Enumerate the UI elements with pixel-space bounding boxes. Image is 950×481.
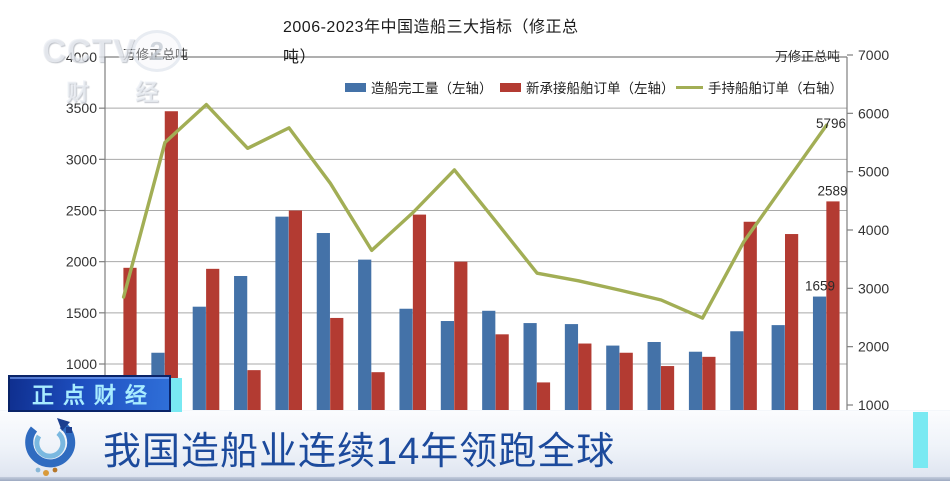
bar-new-orders-2007: [164, 111, 178, 411]
legend-item-orderbook: 手持船舶订单（右轴）: [676, 77, 843, 97]
left-axis-tick-label: 2000: [66, 254, 97, 270]
banner-cyan-block-right: [913, 412, 928, 468]
bar-new-orders-2010: [288, 210, 302, 411]
bar-completions-2016: [523, 323, 537, 411]
right-axis-tick-label: 7000: [858, 47, 889, 63]
bar-new-orders-2016: [536, 382, 551, 411]
right-axis-tick-label: 5000: [858, 164, 889, 180]
bar-completions-2008: [192, 306, 206, 411]
legend-item-new-orders: 新承接船舶订单（左轴）: [500, 77, 675, 97]
bar-new-orders-2008: [206, 268, 220, 411]
bar-new-orders-2015: [495, 334, 509, 411]
legend-item-completions: 造船完工量（左轴）: [345, 77, 493, 97]
bar-completions-2010: [275, 216, 289, 411]
right-axis-tick-label: 6000: [858, 105, 889, 121]
right-axis-unit-label: 万修正总吨: [775, 49, 841, 64]
left-axis-tick-label: 3000: [66, 151, 97, 167]
right-axis-tick-label: 2000: [858, 339, 889, 355]
legend-label-orderbook: 手持船舶订单（右轴）: [708, 81, 843, 96]
chart-title: 2006-2023年中国造船三大指标（修正总 吨）: [283, 13, 663, 73]
left-axis-unit-label: 万修正总吨: [123, 47, 189, 62]
bar-new-orders-2018: [619, 352, 633, 411]
bar-completions-2018: [606, 345, 620, 411]
bar-completions-2021: [730, 331, 744, 411]
data-label-1659: 1659: [805, 279, 835, 294]
bar-new-orders-2022: [785, 234, 799, 411]
bar-completions-2012: [358, 259, 372, 411]
badge-cyan-accent: [171, 378, 182, 412]
program-badge: 正点财经: [8, 375, 171, 412]
bar-new-orders-2013: [412, 214, 427, 411]
headline-text: 我国造船业连续14年领跑全球: [103, 431, 616, 473]
ticker-swirl-logo-icon: [25, 418, 76, 476]
bar-completions-2011: [316, 233, 330, 411]
left-axis-tick-label: 1500: [66, 305, 97, 321]
legend-swatch-completions: [345, 82, 366, 92]
chart-legend: 造船完工量（左轴） 新承接船舶订单（左轴） 手持船舶订单（右轴）: [0, 77, 950, 97]
bar-new-orders-2019: [660, 366, 675, 411]
data-label-5796: 5796: [816, 116, 846, 131]
right-axis-tick-label: 3000: [858, 280, 889, 296]
bar-new-orders-2023: [826, 201, 840, 411]
bar-completions-2023: [812, 296, 827, 411]
right-axis-tick-label: 1000: [858, 397, 889, 413]
bar-new-orders-2021: [743, 221, 757, 411]
left-axis-tick-label: 3500: [66, 100, 97, 116]
bar-new-orders-2009: [247, 370, 261, 411]
bar-completions-2013: [399, 308, 413, 411]
chart-title-line1: 2006-2023年中国造船三大指标（修正总: [283, 19, 579, 36]
legend-label-new-orders: 新承接船舶订单（左轴）: [526, 81, 675, 96]
left-axis-tick-label: 4000: [66, 49, 97, 65]
data-label-2589: 2589: [817, 183, 847, 198]
banner-bottom-strip: [0, 477, 950, 481]
bar-completions-2009: [234, 275, 248, 411]
orderbook-line: [121, 102, 829, 320]
legend-swatch-orderbook: [676, 85, 703, 89]
left-axis-tick-label: 1000: [66, 356, 97, 372]
legend-label-completions: 造船完工量（左轴）: [371, 81, 493, 96]
bar-new-orders-2014: [454, 261, 468, 411]
bar-completions-2014: [440, 321, 454, 411]
program-badge-text: 正点财经: [31, 382, 156, 408]
chart-title-line2: 吨）: [283, 49, 317, 66]
bar-new-orders-2017: [578, 343, 592, 411]
bar-new-orders-2011: [330, 317, 344, 411]
right-axis-tick-label: 4000: [858, 222, 889, 238]
bar-new-orders-2020: [702, 356, 716, 411]
bar-completions-2017: [564, 324, 579, 411]
legend-swatch-new-orders: [500, 82, 521, 92]
bar-completions-2019: [647, 341, 661, 411]
bar-new-orders-2012: [371, 372, 385, 411]
left-axis-tick-label: 2500: [66, 203, 97, 219]
bar-completions-2020: [688, 351, 703, 411]
bar-completions-2015: [482, 310, 496, 411]
bar-completions-2022: [771, 325, 785, 411]
news-banner: 我国造船业连续14年领跑全球: [0, 410, 950, 481]
